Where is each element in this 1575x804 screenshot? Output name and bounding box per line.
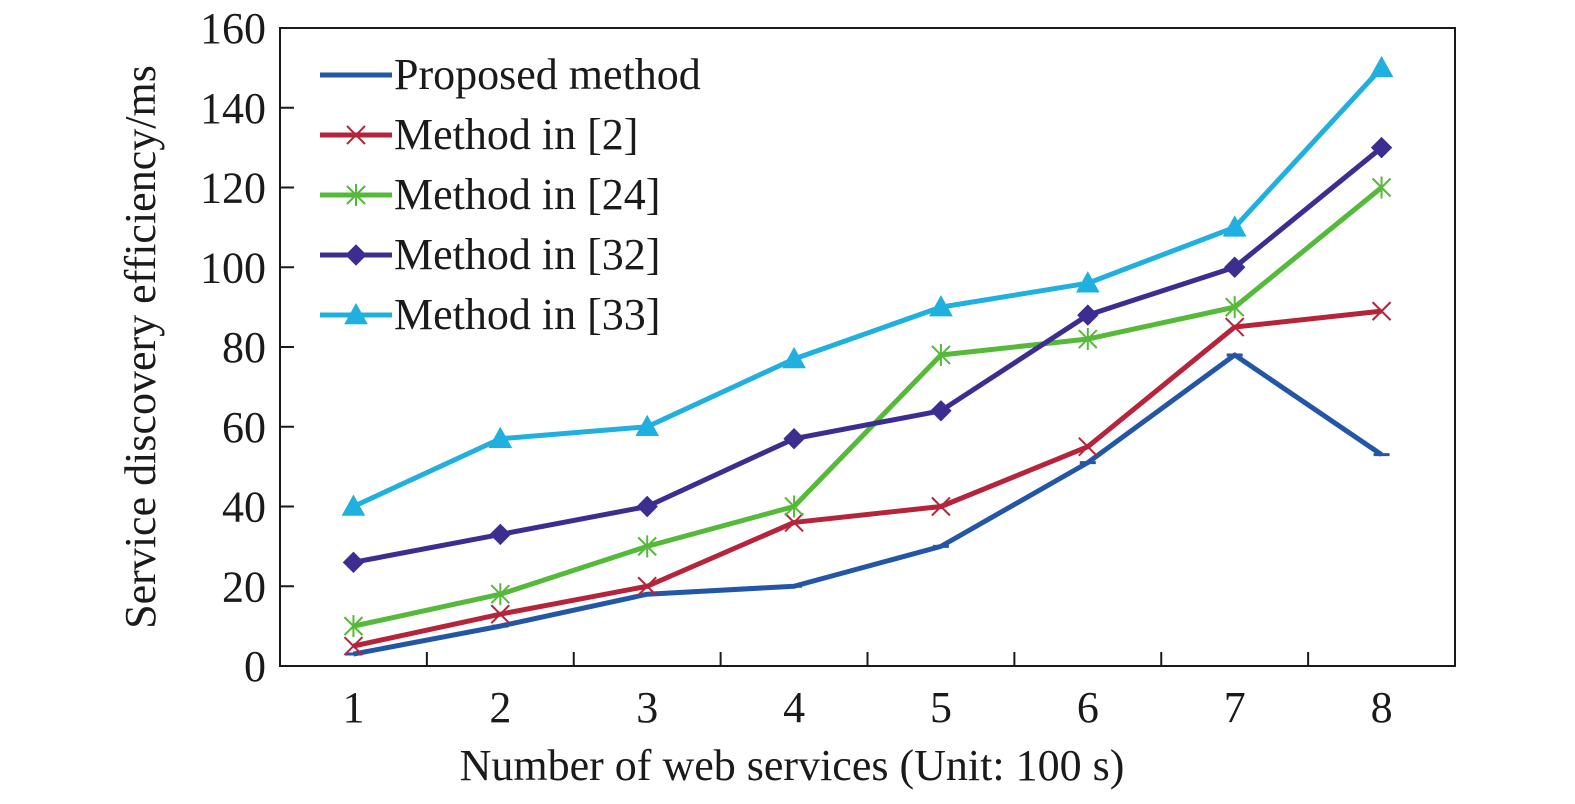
legend-label: Method in [32] [394, 230, 660, 279]
data-point [930, 400, 952, 422]
x-tick-label: 3 [636, 683, 658, 732]
data-point [782, 346, 806, 369]
y-tick-label: 140 [200, 84, 266, 133]
series-line [352, 308, 1382, 649]
x-tick-label: 1 [342, 683, 364, 732]
legend-label: Method in [33] [394, 290, 660, 339]
data-point [343, 636, 364, 656]
legend-marker [344, 302, 368, 325]
data-point [1078, 436, 1098, 457]
x-tick-label: 8 [1371, 683, 1393, 732]
y-tick-label: 160 [200, 4, 266, 53]
y-tick-label: 60 [222, 403, 266, 452]
data-point [1224, 317, 1245, 337]
data-point [1223, 256, 1246, 278]
legend-marker [345, 244, 367, 266]
data-point [1371, 301, 1392, 321]
y-tick-label: 20 [222, 562, 266, 611]
data-point [488, 426, 513, 449]
series-3 [342, 136, 1393, 574]
data-point [1078, 328, 1098, 351]
series-line [352, 185, 1384, 629]
data-point [637, 576, 657, 596]
x-tick-label: 4 [783, 683, 805, 732]
data-point [1222, 215, 1247, 237]
x-tick-label: 6 [1077, 683, 1099, 732]
legend-item: Method in [33] [320, 290, 660, 339]
legend-item: Proposed method [320, 50, 701, 99]
legend-label: Proposed method [394, 50, 701, 99]
legend-label: Method in [2] [394, 110, 638, 159]
data-point [1369, 55, 1394, 78]
y-axis-title: Service discovery efficiency/ms [116, 65, 165, 629]
y-tick-label: 80 [222, 323, 266, 372]
data-point [1077, 304, 1099, 326]
series-line [352, 66, 1384, 509]
data-point [636, 495, 658, 518]
data-point [637, 535, 657, 558]
legend-marker [346, 125, 366, 145]
data-point [343, 615, 364, 638]
x-tick-label: 2 [489, 683, 511, 732]
series-0 [345, 352, 1390, 657]
data-point [929, 295, 953, 317]
series-1 [343, 301, 1392, 656]
data-point [342, 551, 365, 574]
y-tick-label: 0 [244, 642, 266, 691]
data-point [635, 414, 660, 437]
legend-item: Method in [32] [320, 230, 660, 279]
data-point [490, 604, 511, 624]
data-point [931, 343, 951, 366]
y-tick-label: 120 [200, 164, 266, 213]
data-point [784, 512, 804, 533]
series-line [352, 352, 1383, 657]
data-point [490, 583, 511, 606]
data-point [931, 496, 951, 517]
axis-ticks: 0 20 40 60 80 100 120 140 160 1 2 3 4 5 6 7 8 [200, 4, 1393, 732]
data-point [783, 428, 805, 450]
data-point [784, 495, 804, 518]
x-tick-label: 5 [930, 683, 952, 732]
x-tick-label: 7 [1224, 683, 1246, 732]
y-tick-label: 100 [200, 243, 266, 292]
data-point [1075, 271, 1100, 293]
legend-item: Method in [2] [320, 110, 638, 159]
series-line [352, 145, 1384, 565]
series-lines [341, 55, 1394, 657]
data-point [1224, 296, 1245, 319]
data-point [489, 523, 512, 546]
data-point [341, 494, 366, 516]
series-2 [343, 176, 1392, 638]
data-point [1370, 136, 1393, 159]
legend-label: Method in [24] [394, 170, 660, 219]
data-point [1371, 176, 1392, 199]
legend-marker [346, 184, 366, 206]
series-4 [341, 55, 1394, 516]
x-axis-title: Number of web services (Unit: 100 s) [460, 741, 1125, 790]
y-tick-label: 40 [222, 483, 266, 532]
legend-item: Method in [24] [320, 170, 660, 219]
legend: Proposed method Method in [2] Method in [2… [320, 50, 701, 339]
